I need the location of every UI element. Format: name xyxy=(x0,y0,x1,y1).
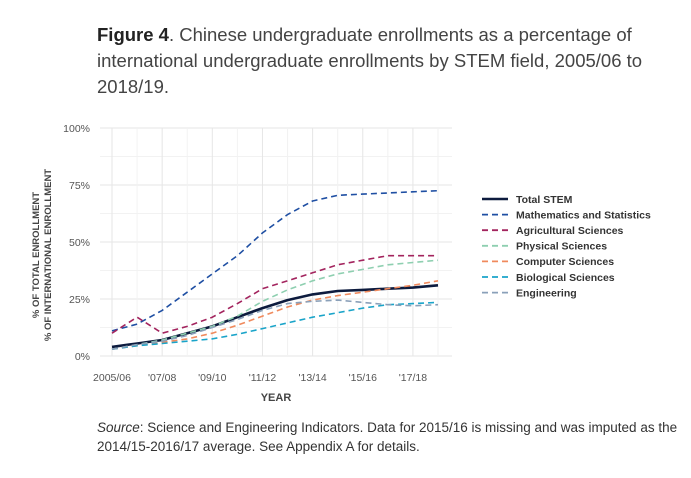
legend-label: Agricultural Sciences xyxy=(516,225,624,237)
y-axis-label-total: % OF TOTAL ENROLLMENT xyxy=(31,192,42,318)
y-tick-label: 100% xyxy=(63,123,90,135)
series-line xyxy=(111,299,439,350)
x-tick-label: '09/10 xyxy=(198,372,226,384)
source-label: Source xyxy=(97,420,140,435)
legend-label: Mathematics and Statistics xyxy=(516,209,651,221)
y-axis-ticks: 0% 25% 50% 75% 100% xyxy=(63,123,90,363)
x-tick-label: '13/14 xyxy=(298,372,326,384)
x-tick-label: 2005/06 xyxy=(93,372,131,384)
figure-label: Figure 4 xyxy=(97,24,169,45)
x-tick-label: '15/16 xyxy=(349,372,377,384)
x-tick-label: '11/12 xyxy=(249,372,277,384)
y-axis-label-international: % OF INTERNATIONAL ENROLLMENT xyxy=(43,169,54,341)
figure-title-text: . Chinese undergraduate enrollments as a… xyxy=(97,24,643,97)
y-tick-label: 75% xyxy=(69,180,90,192)
y-tick-label: 0% xyxy=(75,351,90,363)
legend-label: Computer Sciences xyxy=(516,256,614,268)
source-note: Source: Science and Engineering Indicato… xyxy=(97,418,687,456)
legend-label: Total STEM xyxy=(516,194,573,206)
figure-title: Figure 4. Chinese undergraduate enrollme… xyxy=(97,22,657,100)
x-axis-label: YEAR xyxy=(261,392,292,404)
series-line xyxy=(111,259,439,350)
series-line xyxy=(111,189,439,332)
series-line xyxy=(111,284,439,349)
legend-label: Physical Sciences xyxy=(516,241,607,253)
x-axis-ticks: 2005/06 '07/08 '09/10 '11/12 '13/14 '15/16 '17… xyxy=(93,372,427,384)
legend-label: Engineering xyxy=(516,287,577,299)
y-tick-label: 25% xyxy=(69,294,90,306)
chart-legend: Total STEM Mathematics and Statistics Agri… xyxy=(482,194,651,299)
series-line xyxy=(111,254,438,334)
y-tick-label: 50% xyxy=(69,237,90,249)
series-line xyxy=(111,301,439,350)
source-text: : Science and Engineering Indicators. Da… xyxy=(97,420,678,454)
x-tick-label: '07/08 xyxy=(148,372,176,384)
chart-grid xyxy=(100,127,452,357)
legend-label: Biological Sciences xyxy=(516,272,615,284)
chart-lines xyxy=(111,189,439,350)
series-line xyxy=(111,280,439,350)
x-tick-label: '17/18 xyxy=(399,372,427,384)
